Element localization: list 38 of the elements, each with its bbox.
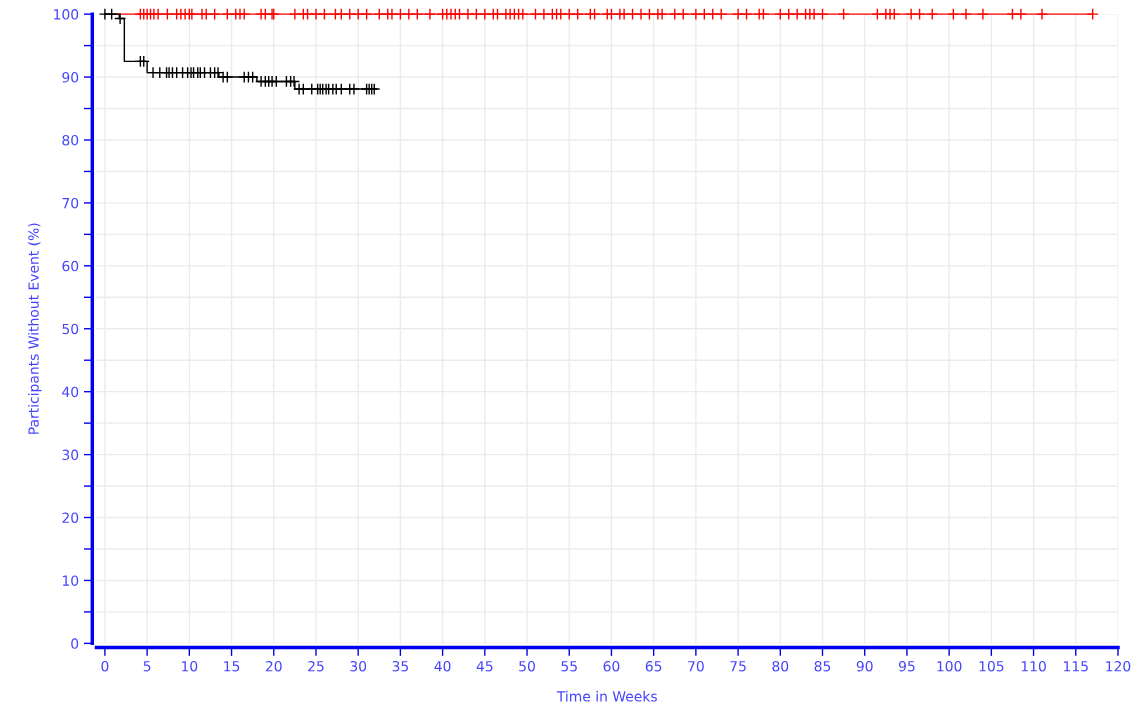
x-tick-label: 80 bbox=[772, 660, 789, 672]
x-tick-label: 105 bbox=[979, 660, 1004, 672]
y-tick-label: 10 bbox=[62, 575, 79, 586]
x-tick-label: 65 bbox=[645, 660, 662, 672]
x-tick-label: 40 bbox=[434, 660, 451, 672]
x-tick-label: 25 bbox=[308, 660, 324, 672]
y-tick-label: 0 bbox=[71, 638, 79, 649]
x-axis-title: Time in Weeks bbox=[556, 690, 657, 702]
x-tick-label: 110 bbox=[1021, 660, 1046, 672]
x-tick-label: 75 bbox=[730, 661, 746, 672]
x-tick-label: 20 bbox=[265, 660, 282, 672]
y-tick-label: 100 bbox=[54, 9, 79, 20]
x-tick-label: 50 bbox=[519, 660, 535, 672]
y-tick-label: 20 bbox=[62, 512, 79, 523]
x-tick-label: 15 bbox=[224, 661, 240, 672]
x-tick-label: 120 bbox=[1106, 660, 1131, 672]
x-tick-label: 90 bbox=[856, 660, 873, 672]
x-tick-label: 70 bbox=[688, 660, 704, 672]
y-tick-label: 80 bbox=[62, 134, 79, 146]
y-tick-label: 50 bbox=[62, 323, 79, 335]
x-tick-label: 5 bbox=[143, 661, 151, 672]
x-tick-label: 0 bbox=[101, 660, 109, 672]
x-tick-label: 85 bbox=[814, 660, 831, 672]
y-tick-label: 40 bbox=[62, 386, 79, 398]
x-tick-label: 45 bbox=[476, 661, 493, 672]
x-tick-label: 95 bbox=[898, 660, 915, 672]
y-tick-label: 30 bbox=[62, 449, 79, 461]
x-tick-label: 60 bbox=[603, 660, 620, 672]
x-tick-label: 35 bbox=[392, 660, 409, 672]
y-tick-label: 70 bbox=[62, 197, 79, 209]
y-axis-title: Participants Without Event (%) bbox=[28, 223, 42, 434]
x-tick-label: 10 bbox=[182, 660, 198, 672]
x-tick-label: 115 bbox=[1064, 661, 1088, 672]
y-tick-label: 90 bbox=[62, 72, 79, 83]
x-tick-label: 55 bbox=[561, 661, 577, 672]
y-tick-label: 60 bbox=[62, 260, 79, 272]
x-tick-label: 30 bbox=[350, 660, 367, 672]
x-tick-label: 100 bbox=[937, 660, 962, 672]
